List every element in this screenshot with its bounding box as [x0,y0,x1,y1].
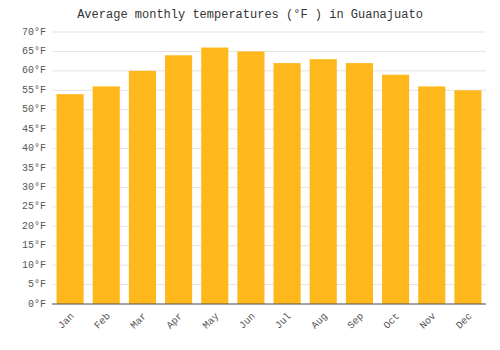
x-tick-label: Aug [309,311,330,332]
y-tick-label: 20°F [22,221,46,232]
bar [454,90,481,304]
chart-container: 0°F 5°F 10°F 15°F 20°F 25°F 30°F 35°F 40°F 45°F 50… [0,0,500,350]
title: Average monthly temperatures (°F ) in Gu… [77,8,423,22]
y-tick-label: 35°F [22,163,46,174]
y-tick-label: 10°F [22,260,46,271]
chart-svg: 0°F 5°F 10°F 15°F 20°F 25°F 30°F 35°F 40°F 45°F 50… [0,0,500,350]
bar [165,55,192,304]
bar [382,75,409,304]
bar [418,86,445,304]
y-tick-label: 45°F [22,124,46,135]
grid-line [52,304,486,305]
bar [237,51,264,304]
y-tick-label: 0°F [28,299,46,310]
bar [57,94,84,304]
bars [57,48,482,304]
y-tick-label: 15°F [22,240,46,251]
y-tick-label: 70°F [22,27,46,38]
grid-line [52,51,486,52]
x-tick-label: Jun [237,311,258,332]
x-tick-label: Oct [382,311,403,332]
bar [129,71,156,304]
x-tick-label: Nov [418,311,439,332]
x-axis-line [52,304,486,305]
x-tick-label: May [201,311,222,332]
x-tick-label: Feb [92,311,113,332]
y-tick-label: 30°F [22,182,46,193]
bar [274,63,301,304]
x-tick-label: Jan [56,311,77,332]
y-tick-label: 50°F [22,104,46,115]
grid [52,32,486,304]
grid-line [52,32,486,33]
y-tick-label: 40°F [22,143,46,154]
x-tick-label: Apr [165,311,186,332]
bar [93,86,120,304]
x-tick-label: Jul [273,311,294,332]
grid-line [52,70,486,71]
y-tick-label: 5°F [28,279,46,290]
x-tick-label: Sep [346,311,367,332]
y-axis: 0°F 5°F 10°F 15°F 20°F 25°F 30°F 35°F 40°F 45°F 50… [22,27,46,310]
x-tick-label: Mar [129,311,150,332]
x-axis: Jan Feb Mar Apr May Jun Jul Aug Sep Oct Nov Dec [52,304,486,331]
bar [346,63,373,304]
bar [310,59,337,304]
bar [201,48,228,304]
y-tick-label: 65°F [22,46,46,57]
y-tick-label: 60°F [22,65,46,76]
y-tick-label: 55°F [22,85,46,96]
y-tick-label: 25°F [22,201,46,212]
x-tick-label: Dec [454,311,475,332]
